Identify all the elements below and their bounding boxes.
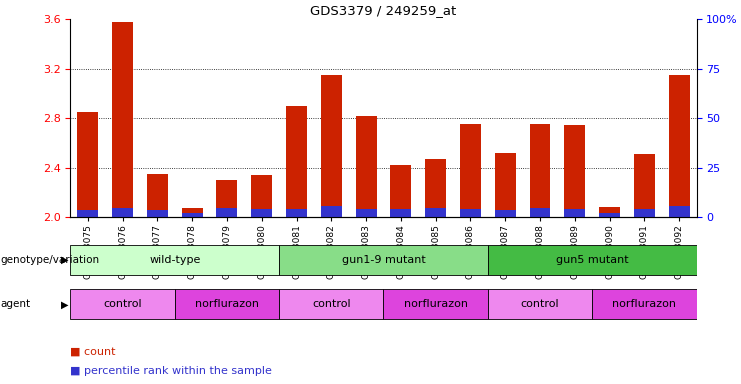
Bar [70,289,175,319]
Text: ■ count: ■ count [70,346,116,356]
Bar [286,106,307,217]
Bar [668,207,690,217]
Bar [321,75,342,217]
Text: control: control [312,299,350,310]
Bar [565,209,585,217]
Bar [77,112,99,217]
Bar [182,208,202,217]
Bar [634,154,655,217]
Text: control: control [521,299,559,310]
Text: control: control [103,299,142,310]
Bar [251,175,272,217]
Bar [488,289,592,319]
Title: GDS3379 / 249259_at: GDS3379 / 249259_at [310,3,456,17]
Bar [356,116,376,217]
Text: gun5 mutant: gun5 mutant [556,255,628,265]
Bar [182,213,202,217]
Bar [495,153,516,217]
Bar [460,124,481,217]
Bar [279,289,384,319]
Bar [251,209,272,217]
Bar [356,209,376,217]
Bar [460,209,481,217]
Bar [530,208,551,217]
Bar [488,245,697,275]
Bar [175,289,279,319]
Bar [495,210,516,217]
Bar [391,165,411,217]
Bar [216,208,237,217]
Bar [599,213,620,217]
Text: genotype/variation: genotype/variation [1,255,100,265]
Text: gun1-9 mutant: gun1-9 mutant [342,255,425,265]
Bar [668,75,690,217]
Bar [286,209,307,217]
Bar [599,207,620,217]
Bar [77,210,99,217]
Bar [425,208,446,217]
Bar [216,180,237,217]
Bar [147,210,167,217]
Bar [279,245,488,275]
Text: ▶: ▶ [62,299,69,310]
Bar [147,174,167,217]
Text: wild-type: wild-type [149,255,200,265]
Text: ▶: ▶ [62,255,69,265]
Bar [391,209,411,217]
Bar [70,245,279,275]
Bar [384,289,488,319]
Bar [530,124,551,217]
Bar [565,126,585,217]
Bar [112,208,133,217]
Bar [425,159,446,217]
Text: norflurazon: norflurazon [612,299,677,310]
Text: agent: agent [1,299,31,310]
Text: norflurazon: norflurazon [195,299,259,310]
Bar [592,289,697,319]
Bar [321,207,342,217]
Bar [634,209,655,217]
Bar [112,22,133,217]
Text: ■ percentile rank within the sample: ■ percentile rank within the sample [70,366,272,376]
Text: norflurazon: norflurazon [404,299,468,310]
